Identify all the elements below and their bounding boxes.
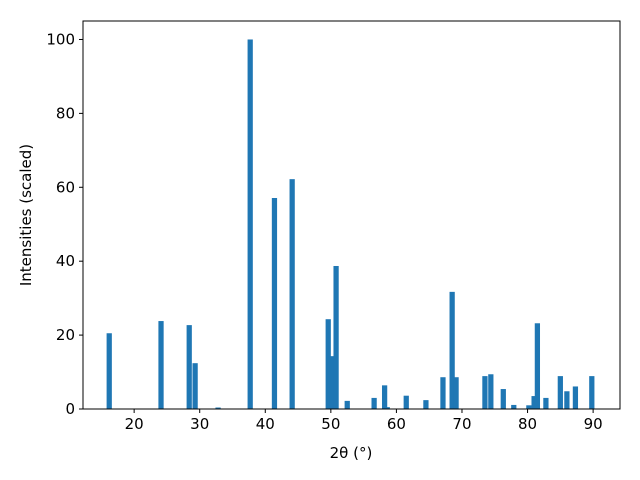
y-tick-label: 20 (56, 326, 75, 344)
bar (572, 386, 579, 409)
bar (325, 319, 331, 409)
bar (158, 321, 164, 409)
bar (423, 400, 429, 409)
y-axis-label: Intensities (scaled) (17, 144, 35, 286)
bar (344, 400, 350, 409)
y-tick-label: 60 (56, 178, 75, 196)
bar (534, 323, 541, 409)
bar (449, 291, 455, 409)
bar (289, 179, 295, 409)
bar (271, 198, 278, 409)
bar (589, 376, 595, 409)
x-tick-label: 70 (452, 415, 471, 433)
bar (381, 385, 388, 409)
x-tick-label: 30 (190, 415, 209, 433)
x-tick-label: 80 (518, 415, 537, 433)
bar (500, 389, 506, 409)
x-tick-label: 50 (321, 415, 340, 433)
bar (557, 376, 563, 409)
x-tick-label: 90 (584, 415, 603, 433)
plot-frame (82, 20, 621, 410)
bar (106, 333, 112, 409)
bar (247, 39, 253, 409)
bar (215, 407, 221, 409)
bar (403, 395, 409, 409)
bar (531, 396, 537, 409)
bar (482, 376, 488, 409)
x-tick-label: 60 (387, 415, 406, 433)
bar (453, 377, 459, 409)
bar (526, 405, 532, 409)
x-axis-label: 2θ (°) (330, 444, 373, 462)
bar (384, 407, 390, 409)
bar (333, 265, 339, 409)
bar (192, 363, 198, 409)
x-tick-label: 20 (125, 415, 144, 433)
bar (511, 404, 517, 409)
y-tick-label: 100 (46, 30, 75, 48)
y-tick-label: 80 (56, 104, 75, 122)
bar (564, 391, 570, 409)
y-tick-label: 40 (56, 252, 75, 270)
bar (488, 374, 494, 409)
bar (186, 325, 192, 409)
bar (543, 397, 549, 409)
bar (371, 397, 377, 409)
x-tick-label: 40 (256, 415, 275, 433)
bar (329, 356, 335, 409)
bar (440, 377, 446, 409)
y-tick-label: 0 (65, 400, 75, 418)
